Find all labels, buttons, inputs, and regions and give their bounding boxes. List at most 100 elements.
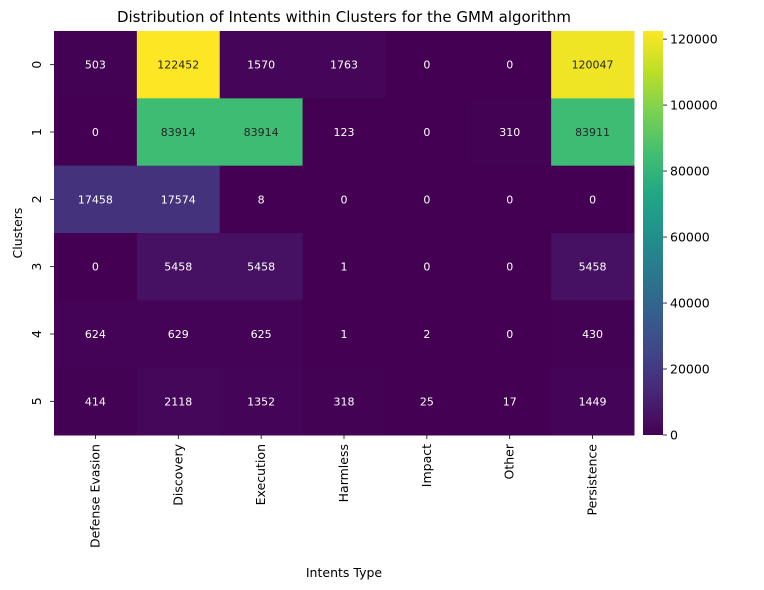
cell-value-label: 120047	[572, 59, 614, 72]
cell-value-label: 1	[341, 261, 348, 274]
heatmap-cell	[136, 98, 221, 167]
heatmap-cell	[54, 98, 138, 167]
x-tick-label: Impact	[419, 444, 434, 487]
cell-value-label: 430	[582, 328, 603, 341]
heatmap-cell	[302, 31, 386, 99]
y-axis-ticks: 0 1 2 3 4 5	[29, 61, 54, 405]
y-tick-label: 5	[29, 397, 44, 405]
cell-value-label: 122452	[157, 59, 199, 72]
heatmap-cell	[302, 98, 386, 167]
colorbar-ticks: 0 20000 40000 60000 80000 100000 120000	[663, 32, 718, 443]
heatmap-cell	[385, 300, 469, 369]
cell-value-label: 17574	[161, 193, 196, 206]
heatmap-cell	[385, 165, 469, 234]
x-tick-label: Persistence	[585, 444, 600, 516]
heatmap-cell	[136, 233, 221, 301]
cell-value-label: 1352	[247, 395, 275, 408]
x-tick-label: Discovery	[170, 443, 185, 505]
cell-value-label: 0	[506, 59, 513, 72]
cell-annotations: 503 122452 1570 1763 0 0 120047 0 83914 83914 123 0…	[78, 59, 614, 409]
heatmap-cell	[54, 233, 138, 301]
y-tick-label: 0	[29, 61, 44, 69]
colorbar-tick-label: 80000	[670, 164, 710, 179]
cell-value-label: 0	[92, 261, 99, 274]
heatmap-cell	[385, 98, 469, 167]
cell-value-label: 624	[85, 328, 106, 341]
cell-value-label: 0	[423, 59, 430, 72]
heatmap-cell	[551, 300, 635, 369]
heatmap-cell	[219, 31, 304, 99]
heatmap-cell	[468, 233, 552, 301]
cell-value-label: 1449	[579, 395, 607, 408]
heatmap-cell	[551, 367, 635, 436]
cell-value-label: 1763	[330, 59, 358, 72]
y-tick-label: 3	[29, 263, 44, 271]
y-tick-label: 2	[29, 195, 44, 203]
heatmap-cell	[551, 98, 635, 167]
cell-value-label: 5458	[247, 261, 275, 274]
x-tick-label: Other	[502, 443, 517, 479]
cell-value-label: 0	[92, 126, 99, 139]
cell-value-label: 25	[420, 395, 434, 408]
heatmap-cell	[219, 98, 304, 167]
x-tick-label: Defense Evasion	[87, 444, 102, 548]
cell-value-label: 318	[334, 395, 355, 408]
cell-value-label: 0	[423, 126, 430, 139]
heatmap-cell	[468, 300, 552, 369]
heatmap-cell	[54, 165, 138, 234]
cell-value-label: 2	[423, 328, 430, 341]
cell-value-label: 8	[258, 193, 265, 206]
heatmap-cell	[385, 31, 469, 99]
cell-value-label: 5458	[579, 261, 607, 274]
heatmap-cell	[54, 300, 138, 369]
colorbar	[643, 31, 663, 435]
cell-value-label: 1570	[247, 59, 275, 72]
heatmap-cell	[468, 367, 552, 436]
y-tick-label: 1	[29, 128, 44, 136]
heatmap-cell	[136, 300, 221, 369]
cell-value-label: 0	[506, 328, 513, 341]
cell-value-label: 123	[334, 126, 355, 139]
cell-value-label: 625	[251, 328, 272, 341]
heatmap-cell	[219, 233, 304, 301]
cell-value-label: 0	[341, 193, 348, 206]
heatmap-cell	[136, 31, 221, 99]
cell-value-label: 83914	[244, 126, 279, 139]
colorbar-tick-label: 20000	[670, 362, 710, 377]
x-tick-label: Execution	[253, 444, 268, 505]
cell-value-label: 1	[341, 328, 348, 341]
cell-value-label: 0	[506, 261, 513, 274]
heatmap-cell	[551, 233, 635, 301]
heatmap-cell	[54, 31, 138, 99]
x-axis-label: Intents Type	[306, 565, 383, 580]
heatmap-cell	[136, 367, 221, 436]
x-axis-ticks: Defense Evasion Discovery Execution Harmles…	[87, 435, 600, 548]
colorbar-tick-label: 0	[670, 428, 678, 443]
cell-value-label: 629	[168, 328, 189, 341]
cell-value-label: 0	[589, 193, 596, 206]
cell-value-label: 17458	[78, 193, 113, 206]
cell-value-label: 17	[503, 395, 517, 408]
heatmap-cell	[468, 165, 552, 234]
y-tick-label: 4	[29, 330, 44, 338]
heatmap-cells	[54, 31, 635, 436]
colorbar-tick-label: 60000	[670, 230, 710, 245]
cell-value-label: 310	[499, 126, 520, 139]
cell-value-label: 2118	[164, 395, 192, 408]
heatmap-cell	[219, 165, 304, 234]
cell-value-label: 0	[423, 261, 430, 274]
heatmap-cell	[385, 233, 469, 301]
x-tick-label: Harmless	[336, 444, 351, 502]
heatmap-cell	[219, 300, 304, 369]
cell-value-label: 0	[506, 193, 513, 206]
heatmap-cell	[551, 31, 635, 99]
heatmap-cell	[385, 367, 469, 436]
heatmap-cell	[302, 367, 386, 436]
heatmap-cell	[302, 165, 386, 234]
heatmap-cell	[551, 165, 635, 234]
heatmap-cell	[468, 98, 552, 167]
cell-value-label: 503	[85, 59, 106, 72]
y-axis-label: Clusters	[10, 208, 25, 259]
colorbar-tick-label: 40000	[670, 296, 710, 311]
heatmap-cell	[302, 300, 386, 369]
